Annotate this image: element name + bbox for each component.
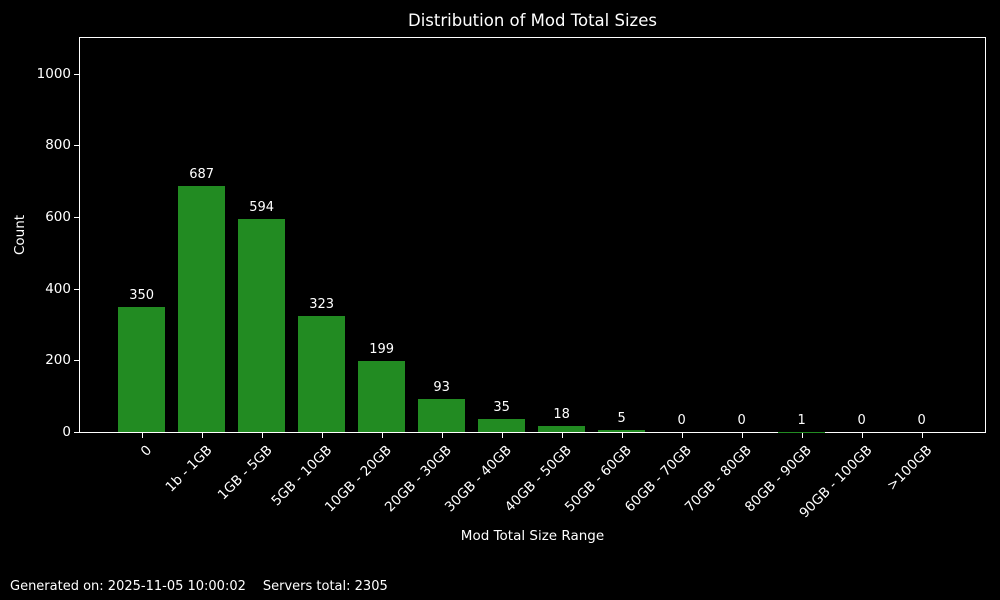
plot-area: 350 687 594 323 199 93 35 18 5 0 0 1 0 0 (79, 37, 986, 433)
bar-value-label: 323 (309, 297, 335, 313)
y-tick-label: 400 (45, 280, 71, 297)
x-tick-mark (561, 433, 563, 438)
x-tick-mark (381, 433, 383, 438)
bar-value-label: 35 (493, 400, 510, 416)
bar-value-label: 5 (617, 411, 626, 427)
x-tick-mark (141, 433, 143, 438)
bar-value-label: 594 (249, 200, 275, 216)
bar-value-label: 0 (677, 413, 686, 428)
bar (598, 430, 646, 432)
x-tick-label: 0 (137, 442, 156, 460)
y-tick-label: 600 (45, 209, 71, 226)
x-tick-mark (201, 433, 203, 438)
y-tick-mark (74, 360, 79, 362)
footer-generated-text: Generated on: 2025-11-05 10:00:02 (10, 579, 246, 594)
y-tick-mark (74, 288, 79, 290)
bar-value-label: 0 (917, 413, 926, 428)
bar-value-label: 18 (553, 406, 570, 422)
bar-value-label: 1 (797, 412, 806, 428)
y-tick-mark (74, 73, 79, 75)
y-tick-mark (74, 217, 79, 219)
y-tick-mark (74, 145, 79, 147)
bar-value-label: 0 (737, 413, 746, 428)
y-tick-mark (74, 432, 79, 433)
bar (478, 419, 526, 432)
figure-footer: Generated on: 2025-11-05 10:00:02 Server… (10, 579, 388, 594)
x-tick-label: 1b - 1GB (162, 442, 216, 496)
x-tick-mark (681, 433, 683, 438)
bar (418, 398, 466, 432)
x-tick-mark (801, 433, 803, 438)
bar (238, 219, 286, 432)
x-tick-mark (621, 433, 623, 438)
bar-value-label: 199 (369, 341, 395, 357)
bar-value-label: 0 (857, 413, 866, 428)
chart-title: Distribution of Mod Total Sizes (408, 11, 657, 30)
bar (358, 360, 406, 432)
bar (178, 185, 226, 432)
x-tick-mark (861, 433, 863, 438)
x-axis-label: Mod Total Size Range (460, 528, 605, 544)
y-tick-label: 1000 (36, 65, 71, 82)
footer-servers-total: Servers total: 2305 (262, 579, 388, 594)
y-tick-label: 800 (45, 137, 71, 154)
bar-value-label: 687 (189, 166, 215, 182)
y-tick-label: 0 (62, 424, 71, 440)
x-tick-label: 1GB - 5GB (214, 442, 276, 504)
x-tick-mark (921, 433, 923, 438)
bar (298, 316, 346, 432)
x-tick-mark (501, 433, 503, 438)
bar-value-label: 93 (433, 379, 450, 395)
x-tick-mark (321, 433, 323, 438)
bar-value-label: 350 (129, 287, 155, 303)
y-tick-label: 200 (45, 352, 71, 369)
x-tick-mark (261, 433, 263, 438)
bar (538, 425, 586, 432)
x-tick-mark (741, 433, 743, 438)
x-tick-label: >100GB (883, 442, 936, 494)
bar (118, 306, 166, 432)
x-tick-mark (441, 433, 443, 438)
